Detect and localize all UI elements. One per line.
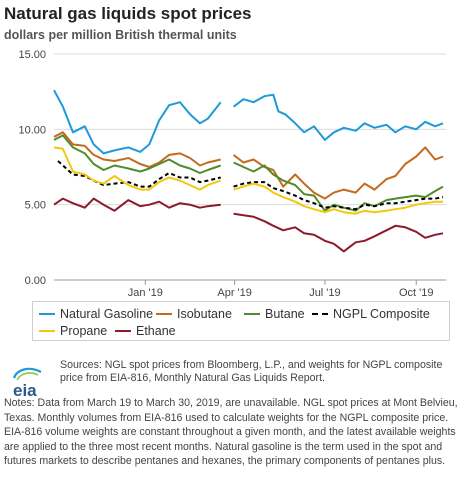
legend-swatch: [156, 313, 172, 315]
eia-logo-arc-inner: [16, 372, 39, 381]
series-line-ethane: [233, 212, 444, 253]
eia-logo: eia: [12, 367, 42, 400]
y-tick-label: 15.00: [18, 49, 46, 61]
chart-title: Natural gas liquids spot prices: [4, 4, 252, 23]
legend-swatch: [115, 330, 131, 332]
series-line-butane: [233, 161, 444, 212]
legend-swatch: [39, 313, 55, 315]
series-line-propane: [53, 146, 222, 191]
series-line-natural-gasoline: [53, 89, 222, 155]
x-tick-label: Jan '19: [128, 287, 163, 299]
legend-swatch: [312, 313, 328, 315]
chart-subtitle: dollars per million British thermal unit…: [4, 28, 237, 42]
chart-legend: Natural Gasoline Isobutane Butane NGPL C…: [32, 301, 450, 341]
series-line-ethane: [53, 197, 221, 212]
legend-label: Isobutane: [177, 307, 232, 321]
notes-text: Notes: Data from March 19 to March 30, 2…: [4, 397, 458, 467]
legend-label: Natural Gasoline: [60, 307, 154, 321]
sources-note: Sources: NGL spot prices from Bloomberg,…: [60, 359, 443, 384]
eia-logo-arc: [12, 367, 42, 379]
series-line-natural-gasoline: [232, 93, 444, 141]
series-line-ngpl-composite: [233, 181, 444, 211]
chart-plot: 0.00 5.00 10.00 15.00 Jan '19 Apr '19 Jul '19 O…: [18, 49, 446, 299]
series-line-propane: [233, 182, 443, 215]
series-line-isobutane: [53, 131, 221, 168]
y-tick-label: 5.00: [25, 200, 46, 212]
legend-label: Butane: [265, 307, 305, 321]
x-tick-label: Oct '19: [399, 287, 434, 299]
eia-logo-text: eia: [13, 381, 37, 400]
y-tick-label: 0.00: [25, 275, 46, 287]
x-tick-label: Jul '19: [309, 287, 340, 299]
legend-swatch: [39, 330, 55, 332]
x-tick-label: Apr '19: [217, 287, 252, 299]
y-tick-label: 10.00: [18, 124, 46, 136]
series-line-isobutane: [232, 146, 444, 200]
legend-label: NGPL Composite: [333, 307, 430, 321]
legend-label: Propane: [60, 324, 108, 338]
series-line-butane: [53, 134, 222, 174]
legend-label: Ethane: [136, 324, 176, 338]
legend-swatch: [244, 313, 260, 315]
